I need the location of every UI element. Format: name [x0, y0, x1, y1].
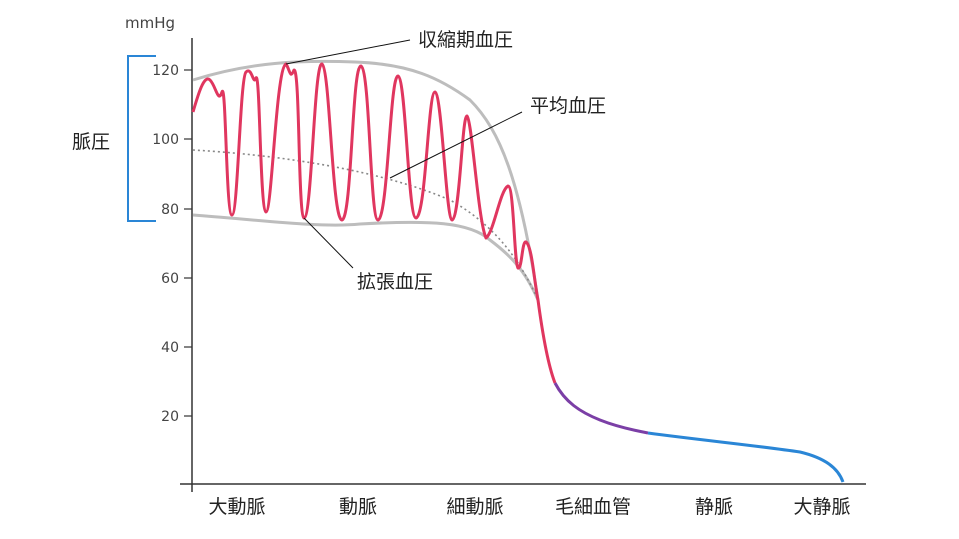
- diastolic-label: 拡張血圧: [357, 271, 433, 293]
- x-label-artery: 動脈: [339, 496, 377, 518]
- mean-pressure-line: [192, 149, 539, 301]
- arterial-pressure-curve: [191, 62, 557, 384]
- y-tick-label-20: 20: [161, 409, 179, 425]
- x-label-vein: 静脈: [695, 496, 733, 518]
- systolic-leader-line: [285, 39, 411, 65]
- x-label-vena-cava: 大静脈: [793, 496, 850, 518]
- diastolic-leader-line: [303, 217, 354, 269]
- systolic-label: 収縮期血圧: [418, 29, 513, 51]
- y-tick-label-40: 40: [161, 340, 179, 356]
- diastolic-envelope: [192, 213, 540, 301]
- y-tick-label-80: 80: [161, 202, 179, 218]
- mean-label: 平均血圧: [530, 95, 606, 117]
- capillary-pressure-curve: [553, 382, 649, 435]
- x-label-arteriole: 細動脈: [446, 496, 503, 518]
- systolic-envelope: [192, 59, 540, 301]
- venous-pressure-curve: [647, 431, 845, 483]
- y-tick-label-60: 60: [161, 271, 179, 287]
- x-label-aorta: 大動脈: [208, 496, 265, 518]
- pulse-pressure-label: 脈圧: [72, 131, 110, 153]
- mean-leader-line: [389, 111, 523, 179]
- y-axis-unit: mmHg: [125, 14, 175, 32]
- x-label-capillary: 毛細血管: [555, 496, 631, 518]
- y-tick-label-100: 100: [152, 132, 179, 148]
- y-tick-label-120: 120: [152, 63, 179, 79]
- axes: [180, 38, 866, 492]
- pulse-pressure-bracket: [127, 55, 156, 222]
